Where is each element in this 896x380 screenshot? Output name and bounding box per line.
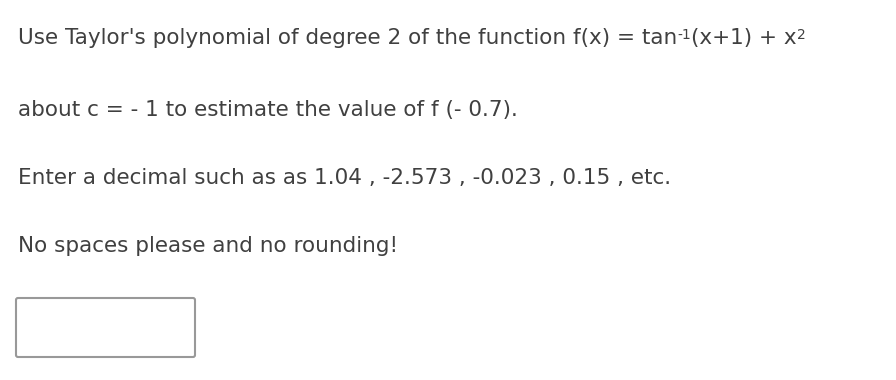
FancyBboxPatch shape — [16, 298, 195, 357]
Text: No spaces please and no rounding!: No spaces please and no rounding! — [18, 236, 398, 256]
Text: Enter a decimal such as as 1.04 , -2.573 , -0.023 , 0.15 , etc.: Enter a decimal such as as 1.04 , -2.573… — [18, 168, 671, 188]
Text: (x+1) + x: (x+1) + x — [691, 28, 797, 48]
Text: about c = - 1 to estimate the value of f (- 0.7).: about c = - 1 to estimate the value of f… — [18, 100, 518, 120]
Text: Use Taylor's polynomial of degree 2 of the function f(x) = tan: Use Taylor's polynomial of degree 2 of t… — [18, 28, 677, 48]
Text: -1: -1 — [677, 28, 691, 42]
Text: 2: 2 — [797, 28, 806, 42]
